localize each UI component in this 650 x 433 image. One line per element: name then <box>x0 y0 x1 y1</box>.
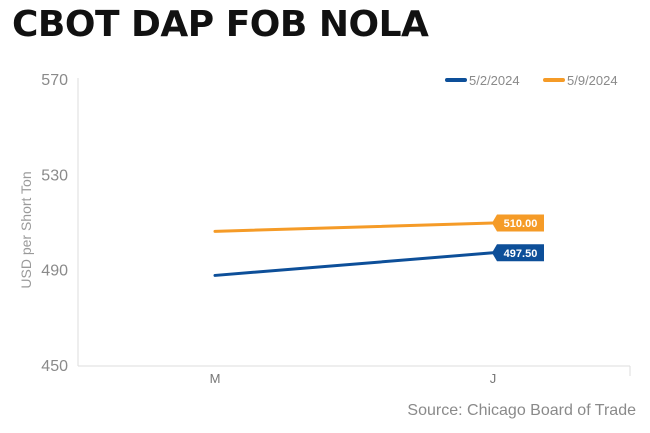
series-layer: 497.50 510.00 <box>213 214 544 277</box>
y-tick-label: 530 <box>41 167 68 184</box>
y-axis-label: USD per Short Ton <box>18 171 34 288</box>
y-tick-label: 450 <box>41 358 68 375</box>
source-note: Source: Chicago Board of Trade <box>407 402 636 419</box>
x-tick-label: J <box>490 371 497 386</box>
legend-label: 5/2/2024 <box>469 73 520 88</box>
data-label: 497.50 <box>504 248 538 260</box>
series-line <box>213 221 495 233</box>
series-line <box>213 251 495 277</box>
legend: 5/2/2024 5/9/2024 <box>445 73 618 88</box>
y-tick-label: 570 <box>41 72 68 89</box>
legend-label: 5/9/2024 <box>567 73 618 88</box>
y-tick-labels: 570 530 490 450 <box>41 72 68 375</box>
data-label-badge <box>492 244 544 262</box>
chart-axes <box>77 78 631 376</box>
chart-title: CBOT DAP FOB NOLA <box>12 4 429 45</box>
y-tick-label: 490 <box>41 263 68 280</box>
data-label: 510.00 <box>504 218 538 230</box>
x-tick-label: M <box>210 371 221 386</box>
data-label-badge <box>492 214 544 232</box>
